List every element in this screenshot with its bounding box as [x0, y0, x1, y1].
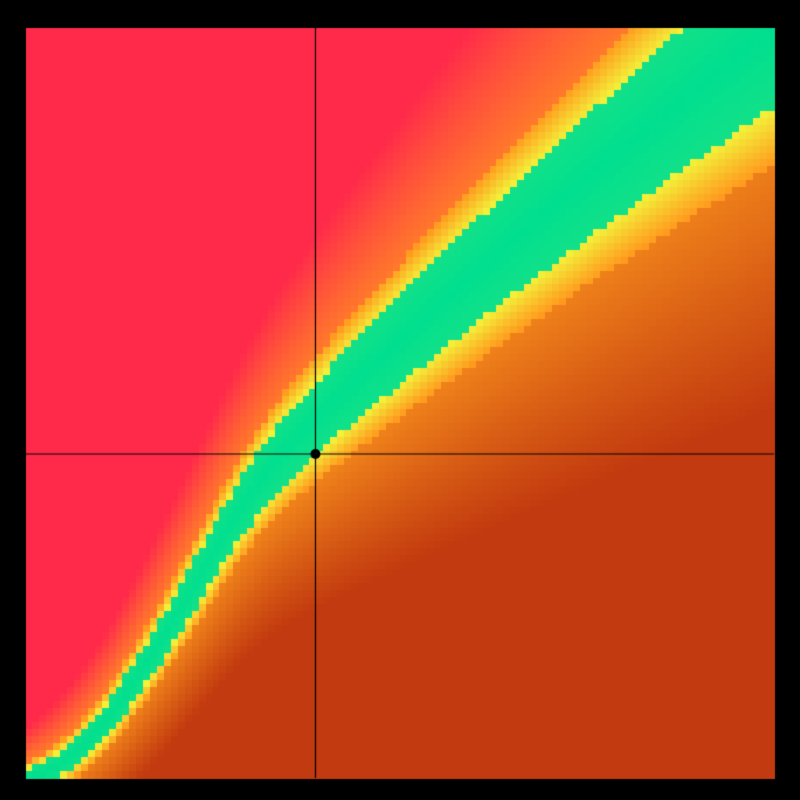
figure-root: TheBottleneck.com	[0, 0, 800, 800]
bottleneck-heatmap-canvas	[0, 0, 800, 800]
